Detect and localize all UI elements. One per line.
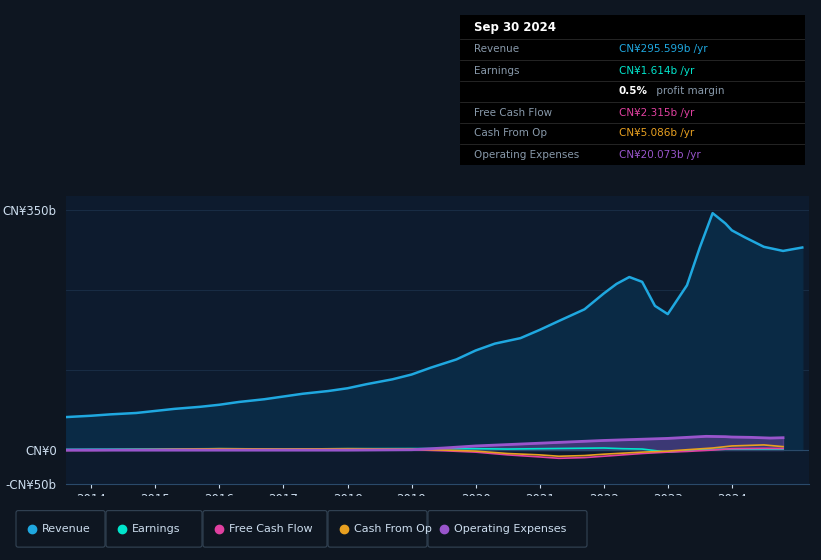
Text: Revenue: Revenue xyxy=(474,44,519,54)
Text: profit margin: profit margin xyxy=(654,86,725,96)
Text: Revenue: Revenue xyxy=(42,524,91,534)
Text: CN¥2.315b /yr: CN¥2.315b /yr xyxy=(619,108,694,118)
Text: Earnings: Earnings xyxy=(474,66,520,76)
Text: 0.5%: 0.5% xyxy=(619,86,648,96)
Text: CN¥5.086b /yr: CN¥5.086b /yr xyxy=(619,128,694,138)
Text: CN¥20.073b /yr: CN¥20.073b /yr xyxy=(619,150,700,160)
Text: Free Cash Flow: Free Cash Flow xyxy=(474,108,552,118)
Text: Cash From Op: Cash From Op xyxy=(354,524,432,534)
Text: Earnings: Earnings xyxy=(132,524,181,534)
Text: Free Cash Flow: Free Cash Flow xyxy=(229,524,313,534)
Text: CN¥295.599b /yr: CN¥295.599b /yr xyxy=(619,44,708,54)
Text: Sep 30 2024: Sep 30 2024 xyxy=(474,21,556,34)
Text: Cash From Op: Cash From Op xyxy=(474,128,547,138)
Text: CN¥1.614b /yr: CN¥1.614b /yr xyxy=(619,66,694,76)
Text: Operating Expenses: Operating Expenses xyxy=(454,524,566,534)
Text: Operating Expenses: Operating Expenses xyxy=(474,150,579,160)
